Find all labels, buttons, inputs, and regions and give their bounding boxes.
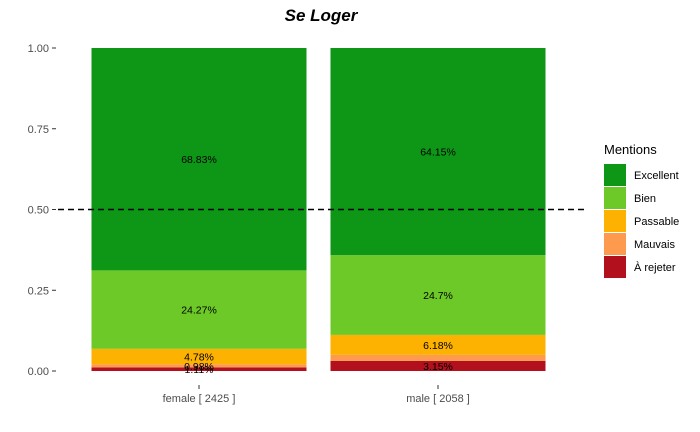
legend-items: Excellent Bien Passable Mauvais À rejeter [604, 164, 679, 278]
y-tick-label: 0.50 [28, 205, 49, 217]
bar-segment-male-4 [330, 48, 546, 256]
segment-label-male-0: 3.15% [423, 361, 453, 373]
bar-segment-male-3 [330, 255, 546, 335]
bars-group [91, 48, 546, 371]
segment-label-female-3: 24.27% [181, 305, 217, 317]
segment-label-female-0: 1.11% [185, 364, 214, 376]
legend-swatch [604, 210, 626, 232]
bar-segment-male-2 [330, 334, 546, 355]
bar-segment-female-3 [91, 270, 307, 349]
y-axis: 0.00 0.25 0.50 0.75 1.00 [28, 43, 56, 378]
y-tick-label: 0.00 [28, 366, 49, 378]
y-tick-label: 1.00 [28, 43, 49, 55]
segment-label-female-4: 68.83% [181, 154, 217, 166]
legend-swatch [604, 233, 626, 255]
legend-label: À rejeter [634, 261, 676, 274]
legend-swatch [604, 164, 626, 186]
segment-label-male-4: 64.15% [420, 147, 456, 159]
legend-swatch [604, 256, 626, 278]
bar-segment-female-2 [91, 348, 307, 365]
bar-segment-female-4 [91, 48, 307, 271]
chart-title: Se Loger [285, 6, 359, 25]
segment-label-male-3: 24.7% [423, 290, 453, 302]
legend-label: Excellent [634, 170, 679, 182]
legend-swatch [604, 187, 626, 209]
segment-labels-group: 1.11%0.98%4.78% 24.27% 68.83% 3.15% 6.18% 24.… [181, 147, 456, 377]
legend-title: Mentions [604, 142, 657, 157]
x-axis: female [ 2425 ] male [ 2058 ] [163, 385, 470, 405]
segment-label-female-1: 0.98% [184, 361, 214, 373]
bar-segment-female-1 [91, 364, 307, 368]
bar-segment-male-1 [330, 354, 546, 361]
bar-segment-female-0 [91, 367, 307, 371]
segment-label-female-2: 4.78% [184, 352, 214, 364]
y-tick-label: 0.25 [28, 285, 49, 297]
legend: Mentions Excellent Bien Passable Mauvais À r… [604, 142, 679, 278]
bar-segment-male-0 [330, 360, 546, 371]
segment-label-male-2: 6.18% [423, 340, 453, 352]
legend-label: Bien [634, 193, 656, 205]
y-tick-label: 0.75 [28, 124, 49, 136]
x-tick-label: male [ 2058 ] [406, 393, 470, 405]
legend-label: Passable [634, 216, 679, 228]
legend-label: Mauvais [634, 239, 675, 251]
x-tick-label: female [ 2425 ] [163, 393, 236, 405]
